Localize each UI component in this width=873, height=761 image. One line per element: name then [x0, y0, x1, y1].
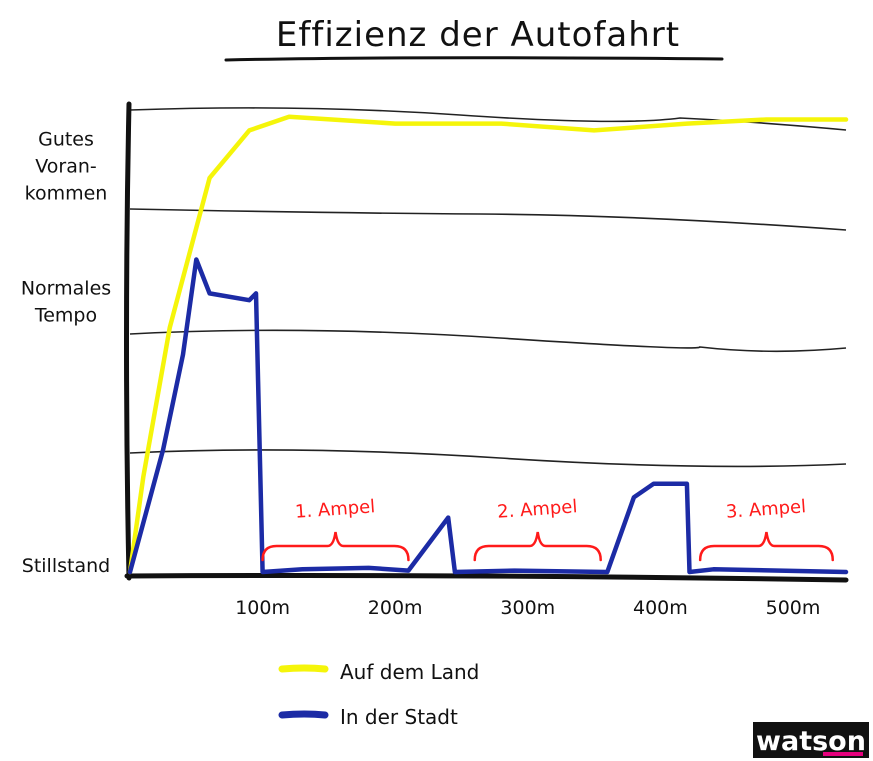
annotation-brace-1 — [473, 531, 602, 562]
y-tick-label-0-1: Voran- — [35, 155, 97, 177]
legend-label-auf-dem-land: Auf dem Land — [340, 660, 479, 684]
annotation-brace-2 — [698, 531, 834, 562]
legend: Auf dem Land In der Stadt — [278, 660, 479, 729]
legend-label-in-der-stadt: In der Stadt — [340, 705, 458, 729]
grid-line — [129, 449, 847, 468]
y-tick-label-2-0: Stillstand — [22, 555, 110, 577]
grid-line — [129, 208, 847, 231]
grid-lines — [129, 107, 847, 468]
x-tick-labels: 100m 200m 300m 400m 500m — [235, 597, 820, 619]
annotation-brace-0 — [261, 531, 410, 562]
x-tick-label-2: 300m — [500, 597, 555, 619]
logo-accent-bar — [823, 752, 863, 756]
x-tick-label-1: 200m — [368, 597, 423, 619]
grid-line — [129, 329, 847, 353]
chart-title: Effizienz der Autofahrt — [276, 15, 680, 55]
annotation-label-1: 2. Ampel — [497, 496, 579, 523]
logo-text: watson — [756, 726, 866, 757]
annotations: 1. Ampel 2. Ampel 3. Ampel — [261, 496, 834, 562]
watson-logo: watson — [753, 722, 869, 758]
x-axis — [124, 573, 849, 583]
y-tick-label-1-0: Normales — [21, 278, 111, 300]
legend-swatch-in-der-stadt — [278, 710, 329, 719]
legend-swatch-auf-dem-land — [278, 664, 329, 673]
x-tick-label-4: 500m — [766, 597, 821, 619]
y-tick-labels: Gutes Voran-kommen Normales Tempo Stillstand — [21, 128, 111, 577]
annotation-label-2: 3. Ampel — [725, 496, 807, 523]
y-tick-label-1-1: Tempo — [34, 305, 97, 327]
x-tick-label-3: 400m — [633, 597, 688, 619]
series-line-1 — [127, 257, 849, 575]
y-axis — [124, 101, 132, 581]
series-line-0 — [127, 114, 849, 575]
x-tick-label-0: 100m — [235, 597, 290, 619]
y-tick-label-0-0: Gutes — [38, 128, 94, 150]
annotation-label-0: 1. Ampel — [294, 496, 376, 523]
title-underline — [224, 56, 724, 62]
series-lines — [127, 114, 849, 575]
y-tick-label-0-2: kommen — [25, 182, 108, 204]
